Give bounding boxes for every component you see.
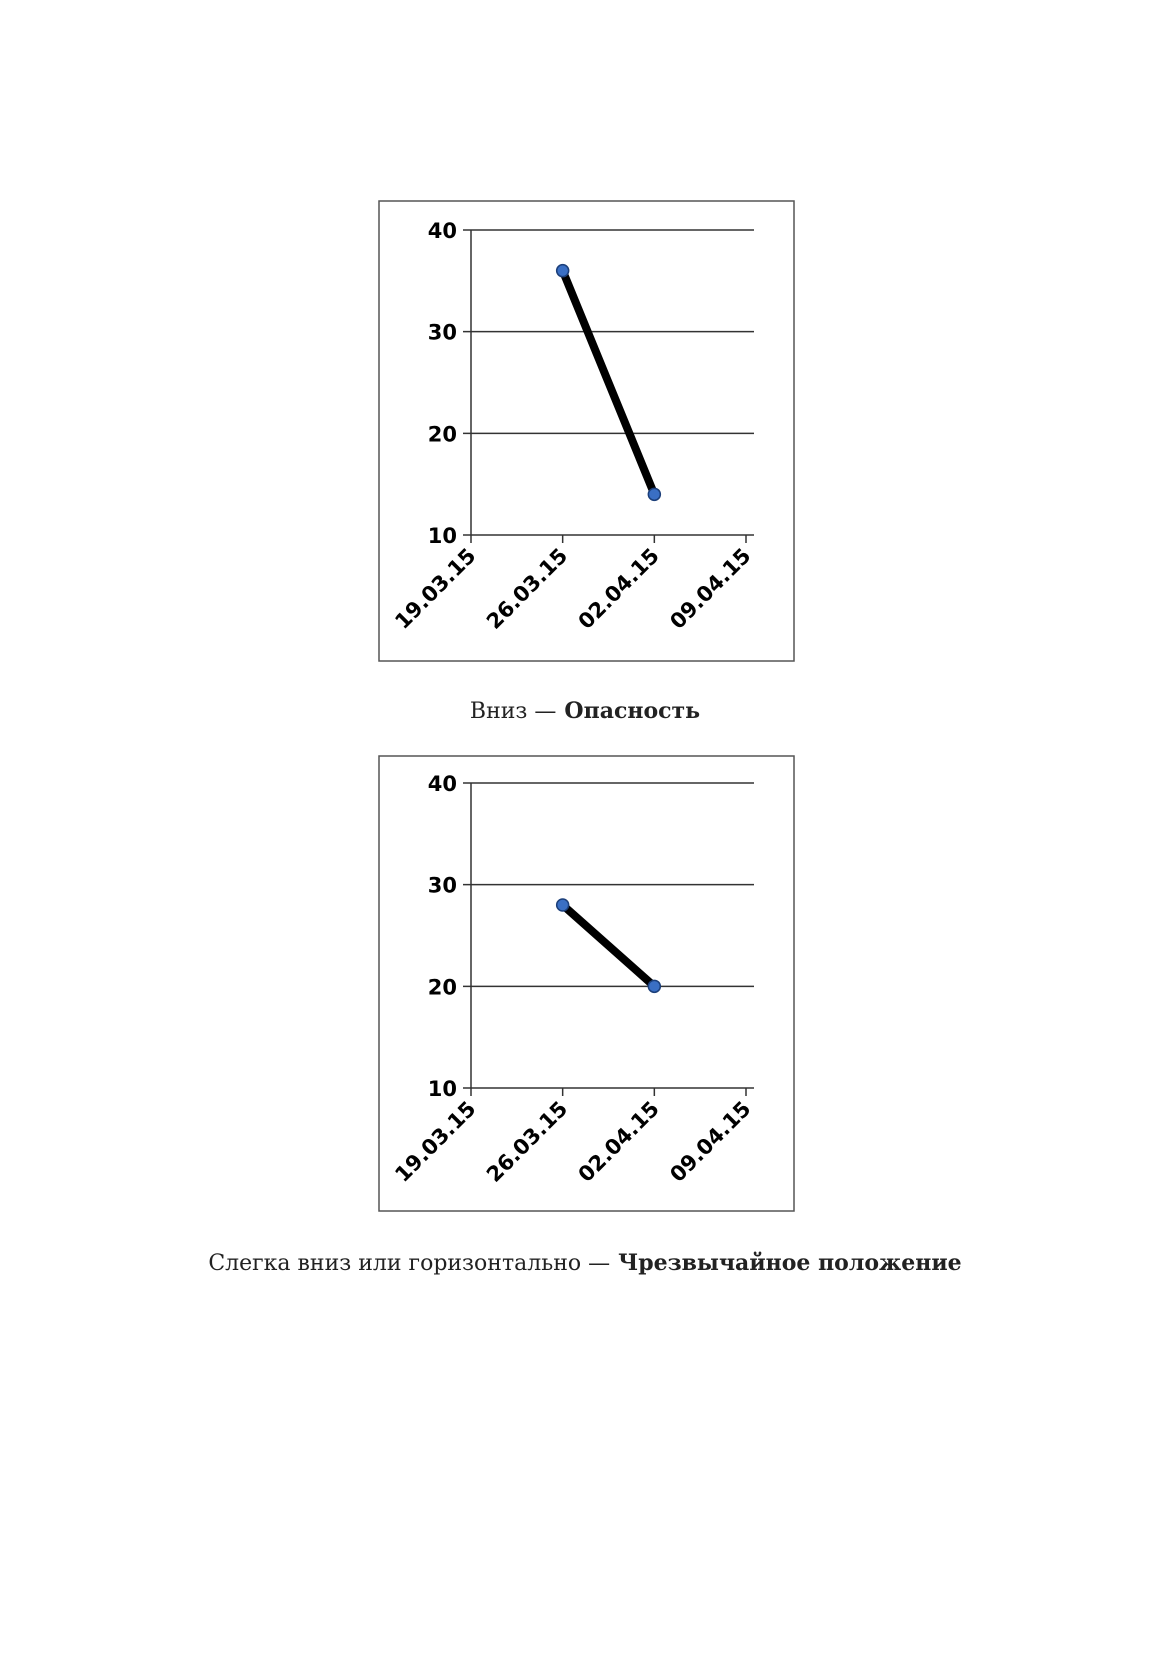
y-tick-label: 30 [428,874,457,898]
point [555,898,570,912]
chart-frame [378,755,795,1212]
y-tick-label: 10 [428,524,457,548]
y-tick-label: 40 [428,219,457,243]
chart-frame [378,200,795,662]
caption: Вниз — Опасность [470,698,700,724]
y-tick-label: 40 [428,772,457,796]
point [555,263,570,278]
caption: Слегка вниз или горизонтально — Чрезвычай… [208,1250,961,1276]
series-line [558,901,659,991]
y-tick-label: 30 [428,321,457,345]
caption-bold: Чрезвычайное положение [618,1250,962,1276]
caption-text: Вниз — [470,699,557,724]
caption-bold: Опасность [564,698,700,724]
y-tick-label: 20 [428,975,457,999]
point [647,979,662,994]
point [647,487,662,502]
series-line [558,266,659,499]
y-tick-label: 10 [428,1077,457,1101]
caption-text: Слегка вниз или горизонтально — [208,1251,610,1276]
y-tick-label: 20 [428,422,457,446]
